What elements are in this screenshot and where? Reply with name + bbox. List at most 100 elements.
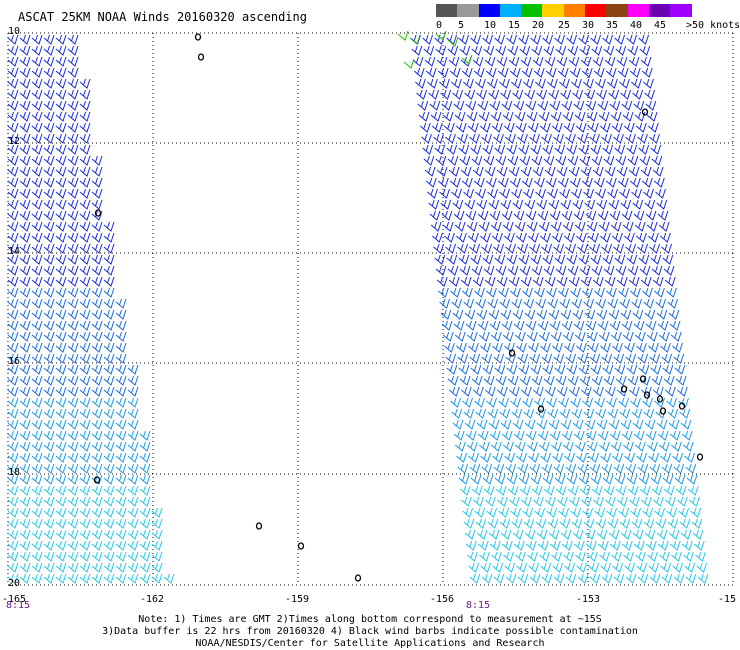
wind-barb [631,518,643,529]
wind-barb-green [409,34,421,45]
wind-barb [43,507,55,518]
wind-barb [681,430,693,441]
wind-barb [444,342,455,353]
wind-barb [67,45,79,56]
wind-barb [43,573,55,584]
wind-barb [675,375,687,386]
wind-barb-green [397,30,409,41]
wind-barb [499,408,511,419]
wind-barb [91,562,103,573]
wind-barb [43,474,55,485]
wind-barb [523,518,535,529]
wind-barb [91,551,103,562]
wind-barb [495,485,507,496]
wind-barb [670,331,682,342]
wind-barb [591,265,603,276]
wind-barb [599,122,611,133]
wind-barb [79,78,91,89]
wind-barb [607,78,618,89]
wind-barb [504,562,516,573]
wind-barb [163,573,175,584]
wind-barb [7,485,19,496]
wind-barb [19,166,31,177]
wind-barb [79,485,91,496]
wind-barb [505,573,517,584]
wind-barb [103,507,115,518]
wind-barb [537,430,549,441]
scale-swatch [478,4,500,17]
wind-barb [530,144,542,155]
wind-barb [497,496,508,507]
wind-barb [604,386,616,397]
wind-barb [469,243,481,254]
wind-barb [55,210,67,221]
wind-barb [552,342,563,353]
wind-barb [31,485,43,496]
wind-barb [637,463,649,474]
wind-barb [628,386,640,397]
wind-barb [477,100,489,111]
wind-barb [543,265,555,276]
wind-barb [31,562,43,573]
wind-barb [571,188,582,199]
wind-barb [681,540,693,551]
wind-barb [67,342,79,353]
wind-barb [591,375,603,386]
wind-barb [591,45,603,56]
wind-barb [572,89,584,100]
wind-barb [579,45,591,56]
wind-barb [501,430,513,441]
wind-barb [55,100,67,111]
wind-barb [645,100,657,111]
wind-barb [457,353,469,364]
wind-barb [620,419,632,430]
wind-barb [632,309,644,320]
wind-barb [670,441,682,452]
wind-barb [115,573,127,584]
wind-barb [655,188,666,199]
wind-barb [525,430,537,441]
wind-barb [43,243,55,254]
wind-barb [31,474,43,485]
wind-barb [630,287,641,298]
wind-barb [565,573,577,584]
wind-barb [43,89,55,100]
wind-barb [115,463,127,474]
wind-barb [91,353,103,364]
wind-barb [631,188,642,199]
wind-barb [446,144,458,155]
wind-barb [7,78,19,89]
island [537,405,545,413]
wind-barb [55,309,67,320]
wind-barb [623,122,635,133]
wind-barb [91,507,103,518]
wind-barb [625,353,637,364]
wind-barb [43,529,55,540]
wind-barb [139,551,151,562]
wind-barb [103,287,115,298]
scale-swatch [606,4,628,17]
wind-barb [31,551,43,562]
wind-barb [641,67,653,78]
wind-barb [439,298,451,309]
wind-barb [484,166,496,177]
wind-barb [7,353,19,364]
wind-barb [411,45,423,56]
wind-barb [674,364,686,375]
wind-barb [599,551,610,562]
wind-barb [471,265,483,276]
wind-barb [439,78,450,89]
wind-barb [91,199,103,210]
wind-barb [561,100,573,111]
wind-barb [684,452,696,463]
wind-barb [629,496,640,507]
wind-barb [55,254,67,265]
wind-barb [417,100,429,111]
wind-barb [647,122,659,133]
wind-barb [455,122,467,133]
wind-barb [460,386,472,397]
wind-barb [588,232,599,243]
lon-label: -159 [285,594,309,605]
wind-barb [139,518,151,529]
wind-barb [548,529,560,540]
